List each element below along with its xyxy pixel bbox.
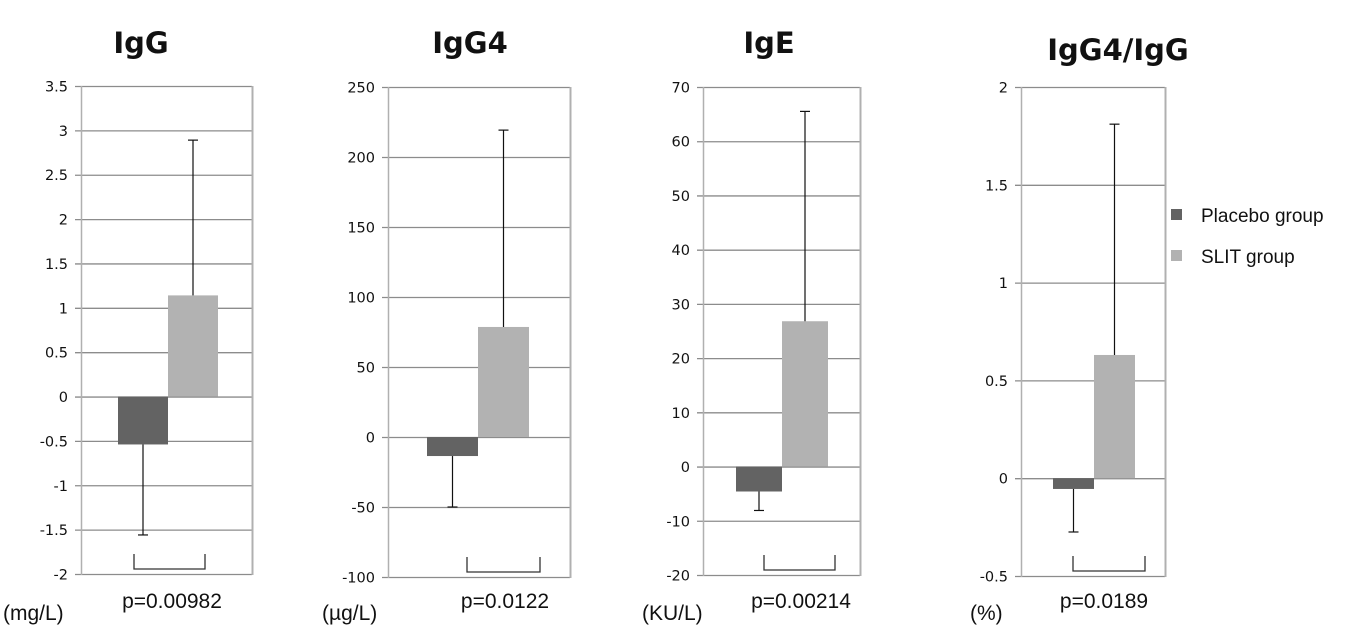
bar-placebo [736,466,782,492]
legend-swatch-slit [1171,250,1182,261]
significance-bracket [466,557,541,573]
significance-bracket [1072,556,1146,572]
chart-title: IgG [113,26,168,60]
y-tick-label: 10 [672,406,690,422]
unit-label: (µg/L) [322,602,377,625]
p-value-label: p=0.0122 [461,590,549,613]
y-tick-label: 1.5 [45,257,68,273]
y-tick-label: 20 [672,352,690,368]
y-tick-label: -0.5 [980,570,1008,586]
y-tick-label: 150 [347,221,375,237]
y-tick-label: 70 [672,81,690,97]
y-tick-label: -20 [666,569,690,585]
legend: Placebo group SLIT group [1171,206,1324,268]
significance-bracket [133,554,206,570]
unit-label: (mg/L) [3,602,64,625]
y-tick-label: 30 [672,297,690,313]
y-tick-label: 1 [999,276,1008,292]
y-tick-label: 50 [672,189,690,205]
bar-placebo [427,437,478,457]
bar-slit [478,326,529,437]
y-tick-label: 1.5 [985,178,1008,194]
y-tick-label: 100 [347,291,375,307]
y-tick-label: 2 [59,213,68,229]
y-tick-label: 2 [999,81,1008,97]
y-tick-label: -100 [342,571,375,587]
y-tick-label: 0 [681,460,690,476]
chart-title: IgE [743,26,794,60]
y-tick-label: -10 [666,514,690,530]
bar-placebo [118,396,168,445]
chart-panel-3: IgE 70 60 50 40 30 20 10 0 -10 -20 p=0.00214 (KU/L) [642,26,862,625]
legend-label-slit: SLIT group [1201,247,1295,268]
y-tick-label: -1.5 [40,523,68,539]
y-tick-label: -0.5 [40,434,68,450]
y-tick-label: -2 [54,568,68,584]
chart-panel-4: IgG4/IgG 2 1.5 1 0.5 0 -0.5 p=0.0189 (%) [970,33,1189,625]
bar-slit [168,295,218,397]
y-tick-label: 250 [347,81,375,97]
y-tick-label: 2.5 [45,168,68,184]
bar-placebo [1053,478,1094,489]
p-value-label: p=0.00982 [122,590,222,613]
y-tick-label: 3 [59,124,68,140]
chart-title: IgG4/IgG [1047,33,1188,67]
y-tick-label: -50 [351,501,375,517]
y-tick-label: 50 [357,361,375,377]
bar-slit [782,321,828,467]
significance-bracket [763,555,836,571]
y-tick-label: 0.5 [45,346,68,362]
y-tick-label: -1 [54,479,68,495]
y-tick-label: 0.5 [985,374,1008,390]
p-value-label: p=0.00214 [751,590,851,613]
legend-swatch-placebo [1171,209,1182,220]
y-tick-label: 0 [59,390,68,406]
p-value-label: p=0.0189 [1060,590,1148,613]
y-tick-label: 60 [672,135,690,151]
chart-panel-2: IgG4 250 200 150 100 50 0 -50 -100 p=0.0122 (µg/L) [322,26,572,625]
unit-label: (KU/L) [642,602,703,625]
y-tick-label: 0 [366,431,375,447]
bar-slit [1094,354,1135,479]
chart-title: IgG4 [432,26,508,60]
legend-label-placebo: Placebo group [1201,206,1324,227]
y-tick-label: 200 [347,151,375,167]
y-tick-label: 1 [59,301,68,317]
y-tick-label: 0 [999,472,1008,488]
y-tick-label: 3.5 [45,80,68,96]
y-tick-label: 40 [672,243,690,259]
chart-panel-1: IgG 3.5 3 2.5 2 1.5 1 0.5 0 -0.5 -1 -1.5 -2 p=0.00982… [3,26,254,625]
unit-label: (%) [970,602,1003,625]
